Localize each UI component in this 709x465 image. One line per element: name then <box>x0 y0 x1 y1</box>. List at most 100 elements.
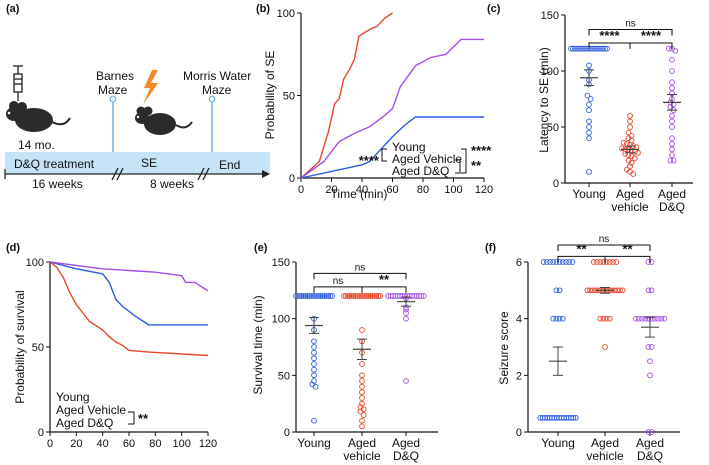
y-tick-label: 0 <box>516 427 522 439</box>
x-tick-label: Aged <box>392 436 420 450</box>
sig-label: ns <box>355 262 366 273</box>
data-point <box>359 395 365 401</box>
y-tick-label: 0 <box>289 173 295 185</box>
data-point <box>304 293 311 299</box>
data-point <box>569 259 576 265</box>
data-point <box>642 315 649 322</box>
data-point <box>306 293 313 299</box>
data-point <box>550 315 557 322</box>
data-point <box>360 412 367 418</box>
sig-label: ns <box>333 276 344 287</box>
data-point <box>584 287 591 294</box>
data-point <box>620 139 627 146</box>
data-point <box>627 163 633 170</box>
panel-a-label: (a) <box>6 3 20 15</box>
data-point <box>589 287 596 294</box>
se-label: SE <box>141 156 157 170</box>
data-point <box>645 259 652 265</box>
data-point <box>314 293 320 299</box>
data-point <box>403 306 409 313</box>
data-point <box>667 103 674 110</box>
x-tick-label: 60 <box>386 184 398 196</box>
y-tick-label: 50 <box>32 342 44 354</box>
data-point <box>645 315 652 322</box>
sig-bracket <box>629 42 673 49</box>
data-point <box>566 259 573 265</box>
data-point <box>403 378 409 384</box>
data-point <box>365 293 372 299</box>
data-point <box>576 45 582 52</box>
data-point <box>346 293 353 299</box>
barnes-maze-dot <box>109 95 117 103</box>
data-point <box>553 315 560 322</box>
sig-bracket <box>588 29 673 36</box>
data-point <box>602 344 608 350</box>
data-point <box>296 293 303 299</box>
data-point <box>295 293 301 299</box>
data-point <box>597 259 604 265</box>
y-tick-label: 100 <box>272 314 290 326</box>
data-point <box>628 159 635 166</box>
sig-label: ** <box>576 241 587 256</box>
data-point <box>362 293 368 299</box>
data-point <box>373 293 380 299</box>
data-point <box>329 293 335 299</box>
sig-bracket-vehicle-vs-dq <box>455 159 461 174</box>
y-tick-label: 2 <box>516 370 522 382</box>
data-point <box>604 45 610 52</box>
data-point <box>647 372 653 379</box>
sig-bracket-vehicle-vs-dq <box>128 411 135 425</box>
series-line-aged-d-q <box>49 261 209 292</box>
sig-bracket <box>313 286 363 293</box>
data-point <box>669 124 675 130</box>
data-point <box>358 293 364 299</box>
x-tick-label: Young <box>297 436 331 450</box>
x-tick-label: Young <box>572 187 606 201</box>
barnes-maze-line1: Barnes <box>96 69 134 83</box>
panel-b-label: (b) <box>256 3 270 15</box>
panel-d-ylabel: Probability of survival <box>13 290 27 403</box>
data-point <box>311 349 317 356</box>
data-point <box>648 344 655 350</box>
data-point <box>606 315 613 322</box>
data-point <box>547 259 553 265</box>
data-point <box>587 96 594 102</box>
data-point <box>669 152 675 158</box>
data-point <box>312 383 319 390</box>
data-point <box>586 107 592 114</box>
age-label: 14 mo. <box>18 138 55 152</box>
timeline-arrow-icon <box>262 170 270 178</box>
sig-bracket <box>361 286 407 293</box>
data-point <box>661 315 668 322</box>
sig-label-young-vs-vehicle: **** <box>359 153 380 168</box>
sig-label: ** <box>379 272 390 287</box>
x-tick-label: 40 <box>356 184 368 196</box>
data-point <box>648 429 655 435</box>
sig-label-young-vs-dq: **** <box>471 143 492 158</box>
x-tick-label: Young <box>541 436 575 450</box>
data-point <box>627 118 633 125</box>
data-point <box>669 146 675 153</box>
barnes-maze-line2: Maze <box>98 83 128 97</box>
x-tick-label: D&Q <box>637 449 663 463</box>
data-point <box>403 310 409 316</box>
data-point <box>572 414 579 421</box>
data-point <box>619 287 626 294</box>
morris-maze-line1: Morris Water <box>183 69 251 83</box>
data-point <box>556 259 563 265</box>
y-tick-label: 150 <box>541 10 559 22</box>
data-point <box>586 135 592 142</box>
y-tick-label: 100 <box>26 257 44 269</box>
y-tick-label: 100 <box>277 8 295 20</box>
y-tick-label: 6 <box>516 257 522 269</box>
data-point <box>603 259 610 265</box>
y-tick-label: 100 <box>541 66 559 78</box>
mouse-icon <box>6 101 71 132</box>
morris-maze-line2: Maze <box>202 83 232 97</box>
data-point <box>631 155 638 162</box>
data-point <box>341 293 347 299</box>
data-point <box>367 293 374 299</box>
data-point <box>635 149 641 156</box>
data-point <box>617 287 623 294</box>
